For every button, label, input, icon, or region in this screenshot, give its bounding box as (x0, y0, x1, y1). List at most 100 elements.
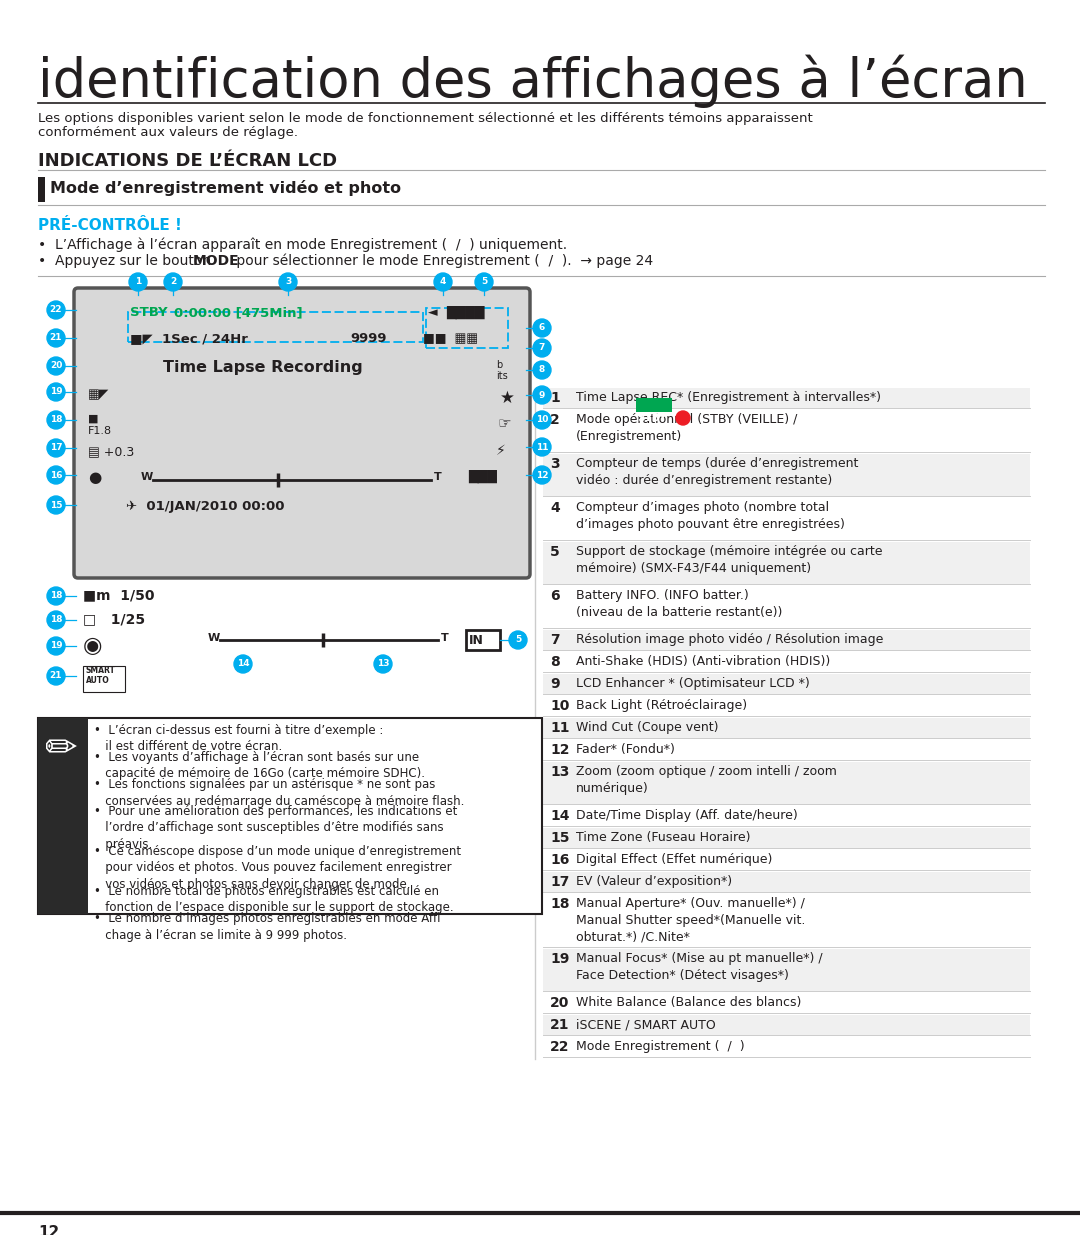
Circle shape (676, 411, 690, 425)
Text: 7: 7 (539, 343, 545, 352)
Bar (83, 666, 125, 692)
Text: •  Le nombre total de photos enregistrables est calculé en
   fonction de l’espa: • Le nombre total de photos enregistrabl… (94, 885, 454, 914)
Text: 14: 14 (550, 809, 569, 823)
Text: •  Appuyez sur le bouton: • Appuyez sur le bouton (38, 254, 216, 268)
Circle shape (534, 466, 551, 484)
Text: 18: 18 (50, 592, 63, 600)
Text: 19: 19 (550, 952, 569, 966)
Text: EV (Valeur d’exposition*): EV (Valeur d’exposition*) (576, 876, 732, 888)
Text: pour sélectionner le mode Enregistrement (  /  ).  → page 24: pour sélectionner le mode Enregistrement… (232, 254, 653, 268)
Text: W: W (208, 634, 220, 643)
Text: 7: 7 (550, 634, 559, 647)
Text: Fader* (Fondu*): Fader* (Fondu*) (576, 743, 675, 756)
Text: 13: 13 (377, 659, 389, 668)
Text: 5: 5 (481, 278, 487, 287)
Text: Time Lapse REC* (Enregistrement à intervalles*): Time Lapse REC* (Enregistrement à interv… (576, 391, 881, 404)
Text: ████: ████ (446, 306, 485, 320)
Bar (543, 674, 1030, 694)
Circle shape (234, 655, 252, 673)
Bar (543, 850, 1030, 869)
Text: 19: 19 (50, 641, 63, 651)
Bar (38, 718, 87, 914)
Text: 4: 4 (440, 278, 446, 287)
Text: 17: 17 (50, 443, 63, 452)
Text: Manual Focus* (Mise au pt manuelle*) /
Face Detection* (Détect visages*): Manual Focus* (Mise au pt manuelle*) / F… (576, 952, 823, 982)
Bar (465, 630, 500, 650)
Text: T: T (434, 472, 442, 482)
Text: T: T (441, 634, 449, 643)
Text: 13: 13 (550, 764, 569, 779)
Bar (543, 718, 1030, 739)
Text: •  L’Affichage à l’écran apparaît en mode Enregistrement (  /  ) uniquement.: • L’Affichage à l’écran apparaît en mode… (38, 237, 567, 252)
Text: 9: 9 (550, 677, 559, 692)
Text: ⚡: ⚡ (496, 445, 505, 458)
Text: 12: 12 (550, 743, 569, 757)
Text: Compteur de temps (durée d’enregistrement
vidéo : durée d’enregistrement restant: Compteur de temps (durée d’enregistremen… (576, 457, 859, 487)
Text: identification des affichages à l’écran: identification des affichages à l’écran (38, 56, 1028, 109)
Text: 16: 16 (50, 471, 63, 479)
Text: 11: 11 (550, 721, 569, 735)
Text: □   1/25: □ 1/25 (83, 613, 145, 626)
Bar (543, 585, 1030, 629)
Text: Back Light (Rétroéclairage): Back Light (Rétroéclairage) (576, 699, 747, 713)
Bar (543, 697, 1030, 716)
Text: 10: 10 (536, 415, 549, 425)
Bar (543, 410, 1030, 452)
Bar (543, 827, 1030, 848)
Text: SMART
AUTO: SMART AUTO (86, 666, 116, 685)
Text: Battery INFO. (INFO batter.)
(niveau de la batterie restant(e)): Battery INFO. (INFO batter.) (niveau de … (576, 589, 782, 619)
Bar (543, 388, 1030, 408)
Text: conformément aux valeurs de réglage.: conformément aux valeurs de réglage. (38, 126, 298, 140)
Bar (543, 630, 1030, 650)
Circle shape (475, 273, 492, 291)
Text: •  Les voyants d’affichage à l’écran sont basés sur une
   capacité de mémoire d: • Les voyants d’affichage à l’écran sont… (94, 751, 426, 781)
Circle shape (48, 301, 65, 319)
Text: 20: 20 (550, 995, 569, 1010)
Circle shape (534, 361, 551, 379)
Text: ✈  01/JAN/2010 00:00: ✈ 01/JAN/2010 00:00 (126, 500, 284, 513)
FancyBboxPatch shape (75, 288, 530, 578)
Text: INDICATIONS DE L’ÉCRAN LCD: INDICATIONS DE L’ÉCRAN LCD (38, 152, 337, 170)
Circle shape (434, 273, 453, 291)
Text: Mode d’enregistrement vidéo et photo: Mode d’enregistrement vidéo et photo (50, 180, 401, 196)
Circle shape (48, 611, 65, 629)
Circle shape (129, 273, 147, 291)
Bar (543, 652, 1030, 672)
Text: Zoom (zoom optique / zoom intelli / zoom
numérique): Zoom (zoom optique / zoom intelli / zoom… (576, 764, 837, 795)
Bar (543, 872, 1030, 892)
Circle shape (48, 587, 65, 605)
Text: •  Les fonctions signalées par un astérisque * ne sont pas
   conservées au redé: • Les fonctions signalées par un astéris… (94, 778, 464, 808)
Text: MODE: MODE (193, 254, 240, 268)
Text: Anti-Shake (HDIS) (Anti-vibration (HDIS)): Anti-Shake (HDIS) (Anti-vibration (HDIS)… (576, 655, 831, 668)
Text: 10: 10 (550, 699, 569, 713)
Circle shape (534, 319, 551, 337)
Text: 6: 6 (539, 324, 545, 332)
Text: iSCENE / SMART AUTO: iSCENE / SMART AUTO (576, 1018, 716, 1031)
Text: Mode Enregistrement (  /  ): Mode Enregistrement ( / ) (576, 1040, 744, 1053)
Text: ███: ███ (468, 471, 497, 483)
Text: ☞: ☞ (498, 416, 512, 431)
Bar (38, 718, 542, 914)
Text: 4: 4 (550, 501, 559, 515)
Text: ◄: ◄ (428, 306, 437, 319)
Bar (129, 312, 423, 342)
Bar (543, 1015, 1030, 1035)
Bar (543, 1037, 1030, 1057)
Text: b
its: b its (496, 359, 508, 380)
Text: •  Le nombre d’images photos enregistrables en mode Affi
   chage à l’écran se l: • Le nombre d’images photos enregistrabl… (94, 911, 441, 941)
Text: ◉: ◉ (83, 636, 103, 656)
Circle shape (534, 438, 551, 456)
Text: 5: 5 (550, 545, 559, 559)
Text: Time Lapse Recording: Time Lapse Recording (163, 359, 363, 375)
Text: 1: 1 (135, 278, 141, 287)
Text: Date/Time Display (Aff. date/heure): Date/Time Display (Aff. date/heure) (576, 809, 798, 823)
Text: 21: 21 (50, 672, 63, 680)
Text: 20: 20 (50, 362, 63, 370)
Circle shape (534, 411, 551, 429)
Bar (426, 308, 508, 348)
Text: 9: 9 (539, 390, 545, 399)
Text: ▦◤: ▦◤ (87, 388, 109, 401)
Text: 18: 18 (50, 415, 63, 425)
Text: 8: 8 (550, 655, 559, 669)
Text: 6: 6 (550, 589, 559, 603)
